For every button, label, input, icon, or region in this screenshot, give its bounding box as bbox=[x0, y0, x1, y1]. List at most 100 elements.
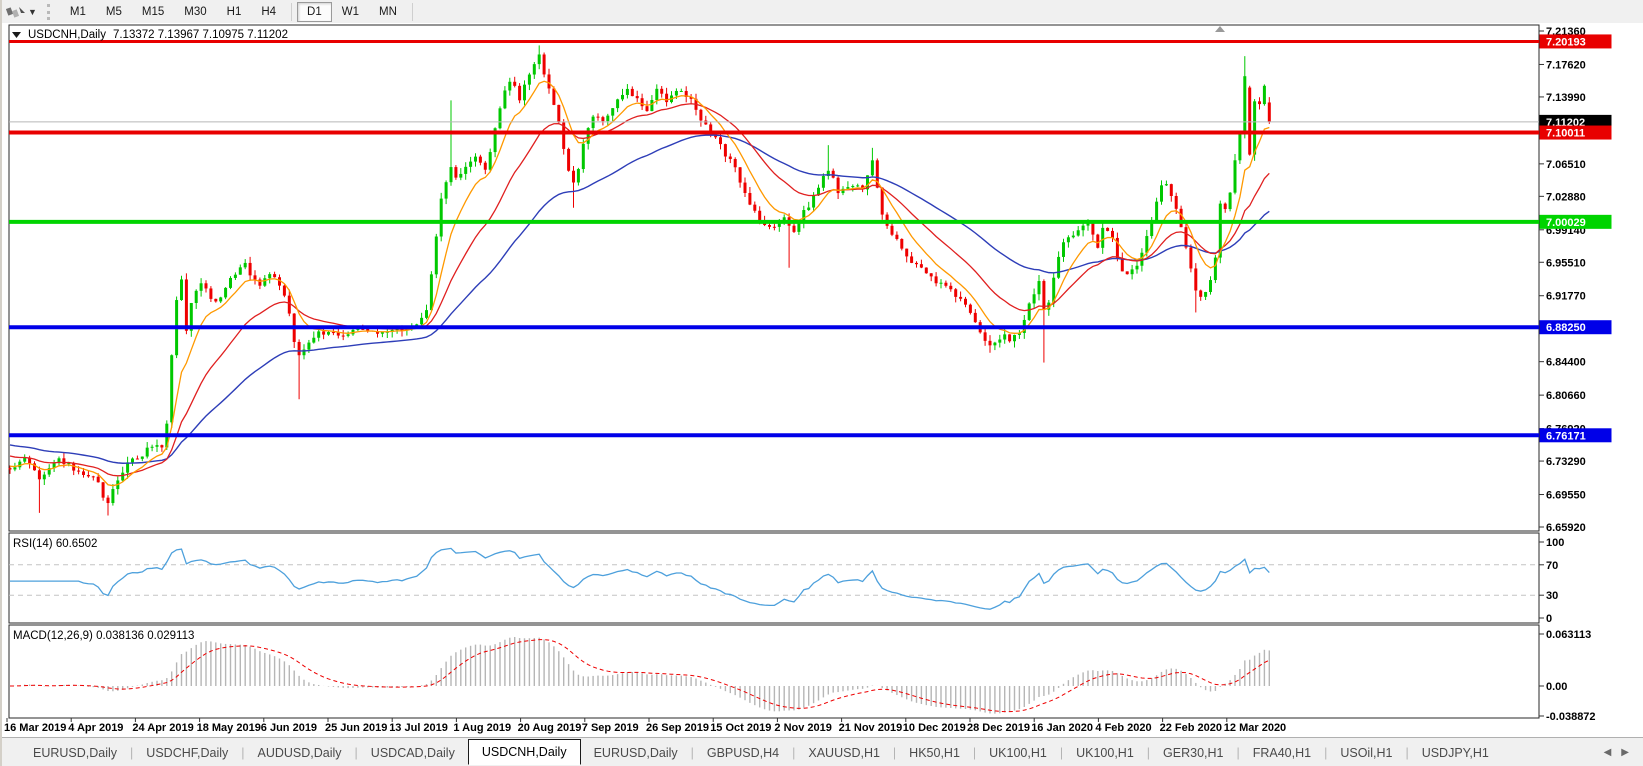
tab-separator: | bbox=[690, 745, 694, 760]
rsi-tick-label: 100 bbox=[1546, 537, 1564, 549]
date-tick-label: 21 Nov 2019 bbox=[839, 722, 903, 734]
ma-slow-line bbox=[9, 134, 1270, 464]
date-tick-label: 4 Feb 2020 bbox=[1095, 722, 1151, 734]
price-chip-6.76171 bbox=[1539, 428, 1612, 443]
date-tick-label: 26 Sep 2019 bbox=[646, 722, 709, 734]
tab-separator: | bbox=[1146, 745, 1151, 760]
date-tick-label: 10 Dec 2019 bbox=[903, 722, 966, 734]
timeframe-button-d1[interactable]: D1 bbox=[297, 1, 332, 22]
ma-fast-line bbox=[9, 80, 1270, 487]
date-tick-label: 25 Jun 2019 bbox=[325, 722, 387, 734]
chart-tool-caret-icon[interactable]: ▼ bbox=[28, 6, 37, 17]
chart-tab-usoil-h1[interactable]: USOil,H1 bbox=[1340, 745, 1393, 760]
price-chip-6.88250 bbox=[1539, 320, 1612, 335]
chart-tab-bar: EURUSD,Daily | USDCHF,Daily | AUDUSD,Daily | U… bbox=[2, 737, 1643, 766]
chart-tab-usdcad-daily[interactable]: USDCAD,Daily bbox=[370, 745, 455, 760]
date-tick-label: 24 Apr 2019 bbox=[132, 722, 193, 734]
price-tick-label: 6.91770 bbox=[1546, 291, 1586, 303]
horizontal-levels[interactable] bbox=[9, 39, 1539, 438]
chart-tab-ger30-h1[interactable]: GER30,H1 bbox=[1163, 745, 1224, 760]
date-tick-label: 15 Oct 2019 bbox=[710, 722, 771, 734]
timeframe-button-m5[interactable]: M5 bbox=[105, 5, 122, 18]
date-tick-label: 18 May 2019 bbox=[197, 722, 261, 734]
macd-pane[interactable]: 0.063113 0.00 -0.038872 bbox=[9, 629, 1596, 723]
chart-tab-xauusd-h1[interactable]: XAUUSD,H1 bbox=[808, 745, 880, 760]
timeframe-button-h1[interactable]: H1 bbox=[226, 5, 242, 18]
date-tick-label: 7 Sep 2019 bbox=[582, 722, 639, 734]
date-tick-label: 16 Mar 2019 bbox=[4, 722, 66, 734]
price-chip-7.20193 bbox=[1539, 34, 1612, 49]
tab-separator: | bbox=[1236, 745, 1240, 760]
price-chip-label: 6.88250 bbox=[1546, 322, 1586, 334]
timeframe-button-m1[interactable]: M1 bbox=[69, 5, 86, 18]
toolbar-grip[interactable] bbox=[46, 3, 50, 20]
tab-separator: | bbox=[892, 745, 897, 760]
price-chip-label: 6.76171 bbox=[1546, 430, 1586, 442]
tab-separator: | bbox=[972, 745, 977, 760]
date-tick-label: 4 Apr 2019 bbox=[68, 722, 123, 734]
chart-tab-usdjpy-h1[interactable]: USDJPY,H1 bbox=[1421, 745, 1489, 760]
chart-tab-fra40-h1[interactable]: FRA40,H1 bbox=[1252, 745, 1312, 760]
chart-tab-gbpusd-h4[interactable]: GBPUSD,H4 bbox=[706, 745, 780, 760]
chart-tab-usdcnh-daily[interactable]: USDCNH,Daily bbox=[467, 738, 581, 765]
date-tick-label: 20 Aug 2019 bbox=[518, 722, 582, 734]
date-tick-label: 6 Jun 2019 bbox=[261, 722, 317, 734]
chart-tab-hk50-h1[interactable]: HK50,H1 bbox=[909, 745, 960, 760]
rsi-tick-label: 70 bbox=[1546, 560, 1558, 572]
tab-separator: | bbox=[241, 745, 245, 760]
date-tick-label: 12 Mar 2020 bbox=[1224, 722, 1286, 734]
date-axis[interactable]: 16 Mar 2019 4 Apr 2019 24 Apr 2019 18 May 2… bbox=[4, 718, 1286, 734]
rsi-line bbox=[10, 547, 1270, 610]
price-chip-7.11202 bbox=[1539, 114, 1612, 129]
chart-tab-audusd-daily[interactable]: AUDUSD,Daily bbox=[257, 745, 342, 760]
price-tick-label: 6.69550 bbox=[1546, 490, 1586, 502]
rsi-tick-label: 30 bbox=[1546, 590, 1558, 602]
chart-tab-uk100-h1[interactable]: UK100,H1 bbox=[1076, 745, 1134, 760]
chart-tool-icon[interactable] bbox=[6, 4, 26, 20]
macd-tick-label: 0.00 bbox=[1546, 681, 1567, 693]
macd-tick-label: 0.063113 bbox=[1546, 629, 1591, 641]
price-tick-label: 6.95510 bbox=[1546, 257, 1586, 269]
rsi-tick-label: 0 bbox=[1546, 613, 1552, 625]
price-axis[interactable]: 7.213607.176207.139907.065107.028806.991… bbox=[1539, 26, 1612, 534]
date-tick-label: 28 Dec 2019 bbox=[967, 722, 1030, 734]
tab-separator: | bbox=[354, 745, 358, 760]
price-tick-label: 6.80660 bbox=[1546, 390, 1586, 402]
price-tick-label: 7.17620 bbox=[1546, 59, 1586, 71]
price-chip-7.10011 bbox=[1539, 125, 1612, 140]
chart-tab-eurusd-daily[interactable]: EURUSD,Daily bbox=[593, 745, 678, 760]
chart-title: USDCNH,Daily 7.13372 7.13967 7.10975 7.11… bbox=[28, 29, 288, 41]
timeframe-toolbar: ▼ M1 M5 M15 M30 H1 H4 D1 W1 MN bbox=[2, 0, 1643, 24]
price-tick-label: 6.73290 bbox=[1546, 456, 1586, 468]
date-tick-label: 22 Feb 2020 bbox=[1160, 722, 1222, 734]
date-tick-label: 16 Jan 2020 bbox=[1031, 722, 1093, 734]
ma-mid-line bbox=[9, 103, 1270, 477]
tab-separator: | bbox=[1324, 745, 1328, 760]
price-chip-label: 7.20193 bbox=[1546, 36, 1586, 48]
date-tick-label: 2 Nov 2019 bbox=[774, 722, 831, 734]
price-tick-label: 6.84400 bbox=[1546, 357, 1586, 369]
price-chip-7.00029 bbox=[1539, 214, 1612, 229]
chart-shift-marker-icon[interactable] bbox=[1215, 26, 1225, 32]
chart-tabs: EURUSD,Daily | USDCHF,Daily | AUDUSD,Daily | U… bbox=[2, 738, 1590, 766]
price-tick-label: 7.13990 bbox=[1546, 92, 1586, 104]
price-chip-label: 7.10011 bbox=[1546, 128, 1585, 140]
chart-dropdown-arrow-icon[interactable] bbox=[12, 32, 21, 38]
chart-tab-eurusd-daily[interactable]: EURUSD,Daily bbox=[33, 745, 118, 760]
timeframe-button-h4[interactable]: H4 bbox=[261, 5, 277, 18]
timeframe-button-m30[interactable]: M30 bbox=[184, 5, 207, 18]
tab-separator: | bbox=[130, 745, 134, 760]
tabs-scroll-right-icon[interactable]: ▶ bbox=[1621, 747, 1629, 758]
rsi-pane[interactable]: 100 70 30 0 bbox=[9, 537, 1564, 625]
timeframe-button-m15[interactable]: M15 bbox=[141, 5, 165, 18]
timeframe-button-w1[interactable]: W1 bbox=[341, 5, 359, 18]
chart-tab-uk100-h1[interactable]: UK100,H1 bbox=[989, 745, 1047, 760]
date-tick-label: 1 Aug 2019 bbox=[453, 722, 511, 734]
price-chip-label: 7.00029 bbox=[1546, 217, 1586, 229]
timeframe-button-mn[interactable]: MN bbox=[379, 5, 397, 18]
chart-area[interactable]: 7.213607.176207.139907.065107.028806.991… bbox=[2, 23, 1643, 737]
price-tick-label: 7.06510 bbox=[1546, 159, 1586, 171]
tabs-scroll-left-icon[interactable]: ◀ bbox=[1603, 747, 1612, 758]
chart-tab-usdchf-daily[interactable]: USDCHF,Daily bbox=[146, 745, 229, 760]
